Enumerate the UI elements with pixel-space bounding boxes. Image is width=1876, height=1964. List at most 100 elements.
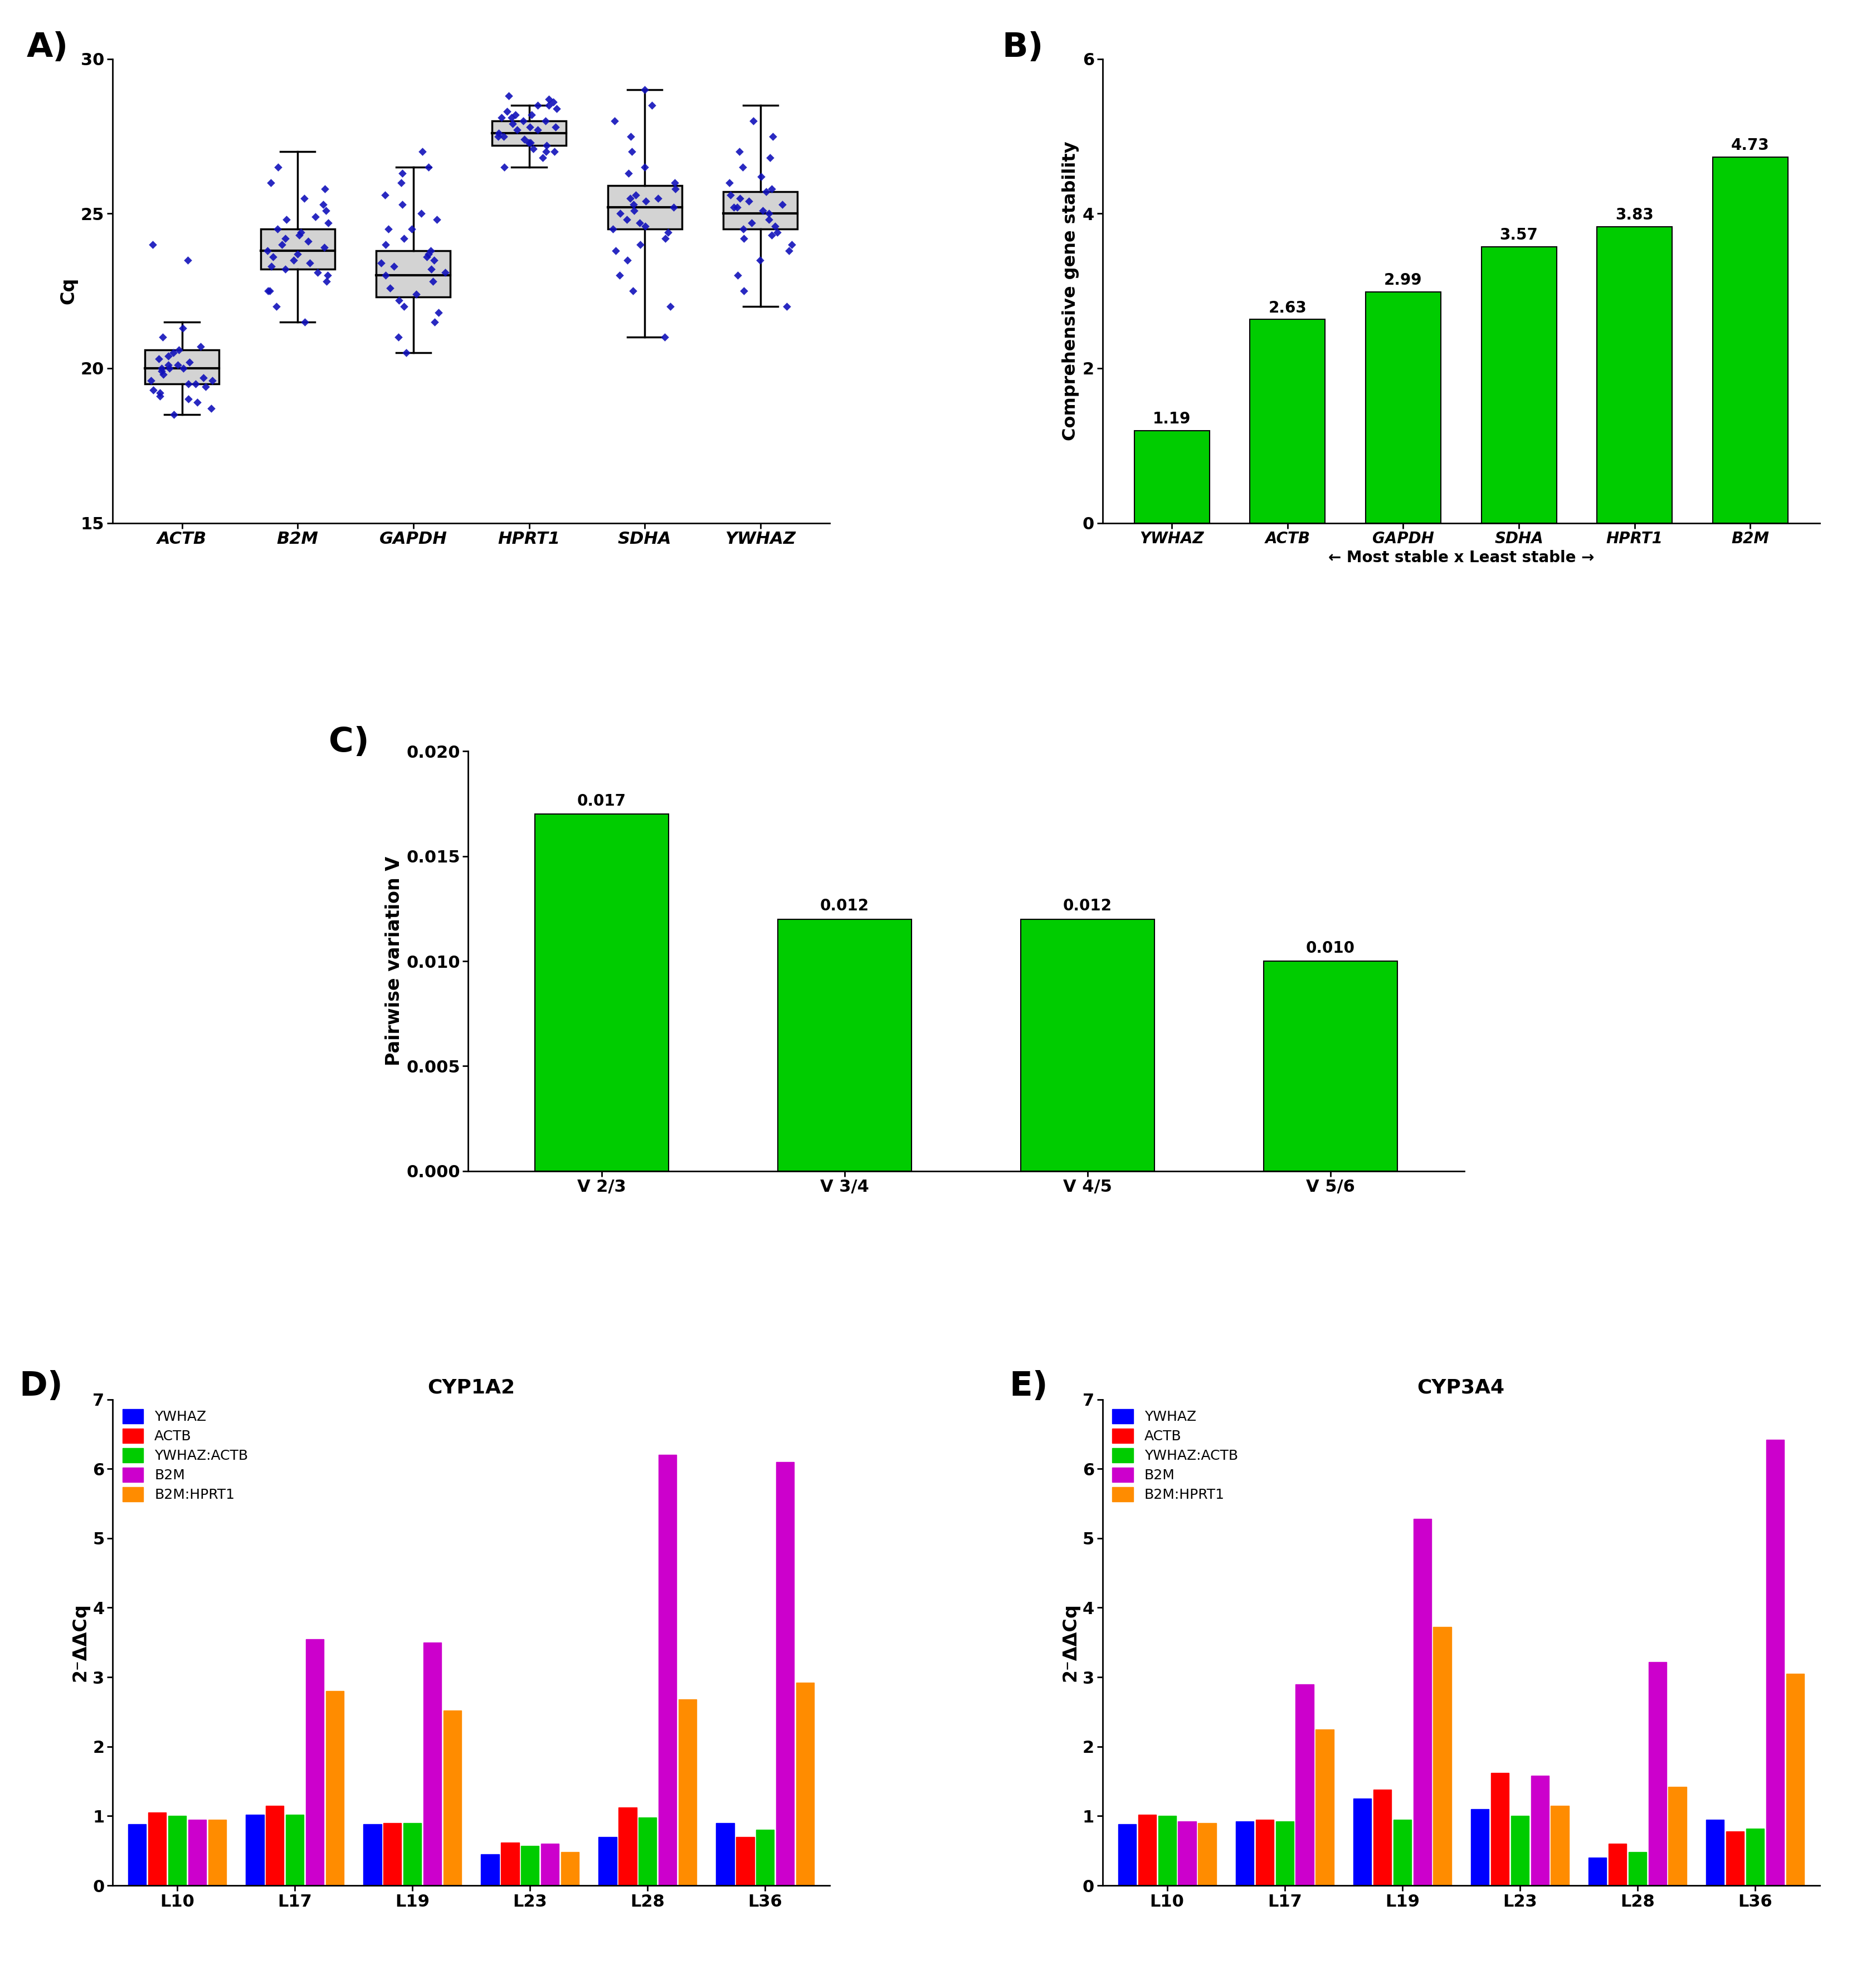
Point	[655, 291, 685, 322]
Point	[266, 230, 296, 261]
Bar	[1713, 157, 1788, 522]
Bar	[403, 1823, 422, 1885]
Bar	[480, 1854, 499, 1885]
Bar	[735, 1836, 754, 1885]
Bar	[188, 1819, 206, 1885]
Bar	[1315, 1728, 1334, 1885]
Bar	[128, 1825, 146, 1885]
Bar	[535, 815, 668, 1171]
Point	[484, 120, 514, 151]
Bar	[1135, 430, 1210, 522]
Point	[484, 118, 514, 149]
Bar	[208, 1819, 227, 1885]
Point	[486, 102, 516, 134]
Point	[289, 306, 319, 338]
Point	[413, 151, 443, 183]
Bar	[1668, 1787, 1687, 1885]
Text: 0.017: 0.017	[578, 793, 627, 809]
Point	[758, 120, 788, 151]
Point	[760, 210, 790, 242]
Point	[308, 189, 338, 220]
Point	[722, 192, 752, 224]
Text: 0.010: 0.010	[1306, 941, 1354, 956]
Point	[600, 104, 630, 137]
Point	[750, 177, 780, 208]
Point	[163, 350, 193, 381]
Point	[630, 75, 660, 106]
Point	[253, 275, 283, 306]
Bar	[540, 1844, 559, 1885]
Bar	[608, 187, 681, 230]
Point	[612, 204, 642, 236]
Point	[653, 216, 683, 247]
Point	[728, 214, 758, 246]
Point	[762, 216, 792, 247]
Bar	[1471, 1809, 1490, 1885]
Point	[310, 232, 340, 263]
Point	[726, 183, 756, 214]
Point	[373, 214, 403, 246]
Point	[734, 185, 764, 216]
Bar	[326, 1691, 343, 1885]
Bar	[424, 1642, 441, 1885]
Point	[173, 383, 203, 414]
Point	[270, 253, 300, 285]
Point	[173, 244, 203, 275]
Text: 3.83: 3.83	[1615, 208, 1655, 222]
Point	[527, 141, 557, 173]
Bar	[598, 1836, 617, 1885]
Point	[289, 183, 319, 214]
Point	[253, 236, 283, 267]
Bar	[795, 1683, 814, 1885]
Point	[137, 230, 167, 261]
Point	[407, 198, 437, 230]
Bar	[1276, 1821, 1294, 1885]
Point	[619, 189, 649, 220]
Point	[617, 275, 647, 306]
Point	[715, 167, 745, 198]
Point	[420, 306, 450, 338]
Text: 0.012: 0.012	[1064, 898, 1112, 913]
Bar	[1264, 960, 1398, 1171]
Text: 1.19: 1.19	[1152, 410, 1191, 426]
Point	[386, 167, 416, 198]
Point	[767, 189, 797, 220]
Point	[396, 214, 426, 246]
Point	[535, 90, 565, 122]
Point	[630, 185, 660, 216]
Point	[615, 183, 645, 214]
Point	[285, 216, 315, 247]
Bar	[1482, 247, 1557, 522]
Text: B): B)	[1002, 31, 1043, 65]
Bar	[1433, 1626, 1452, 1885]
Point	[636, 90, 666, 122]
Point	[542, 92, 572, 124]
Point	[311, 194, 341, 226]
Bar	[306, 1638, 325, 1885]
Point	[388, 222, 418, 253]
Point	[379, 251, 409, 283]
Point	[270, 222, 300, 253]
Bar	[1531, 1775, 1550, 1885]
Bar	[1596, 226, 1672, 522]
Text: A): A)	[26, 31, 68, 65]
Point	[728, 222, 758, 253]
Bar	[266, 1805, 283, 1885]
Point	[383, 322, 413, 354]
Point	[197, 365, 227, 397]
Point	[283, 220, 313, 251]
Bar	[756, 1830, 775, 1885]
Point	[497, 102, 527, 134]
Point	[144, 381, 174, 412]
Bar	[1255, 1819, 1274, 1885]
Y-axis label: Pairwise variation V: Pairwise variation V	[385, 856, 403, 1066]
Point	[411, 242, 441, 273]
Point	[615, 120, 645, 151]
Point	[259, 242, 289, 273]
Bar	[1551, 1805, 1568, 1885]
Point	[754, 141, 784, 173]
Bar	[383, 1823, 401, 1885]
Point	[749, 194, 779, 226]
Bar	[1608, 1844, 1626, 1885]
Point	[148, 322, 178, 354]
